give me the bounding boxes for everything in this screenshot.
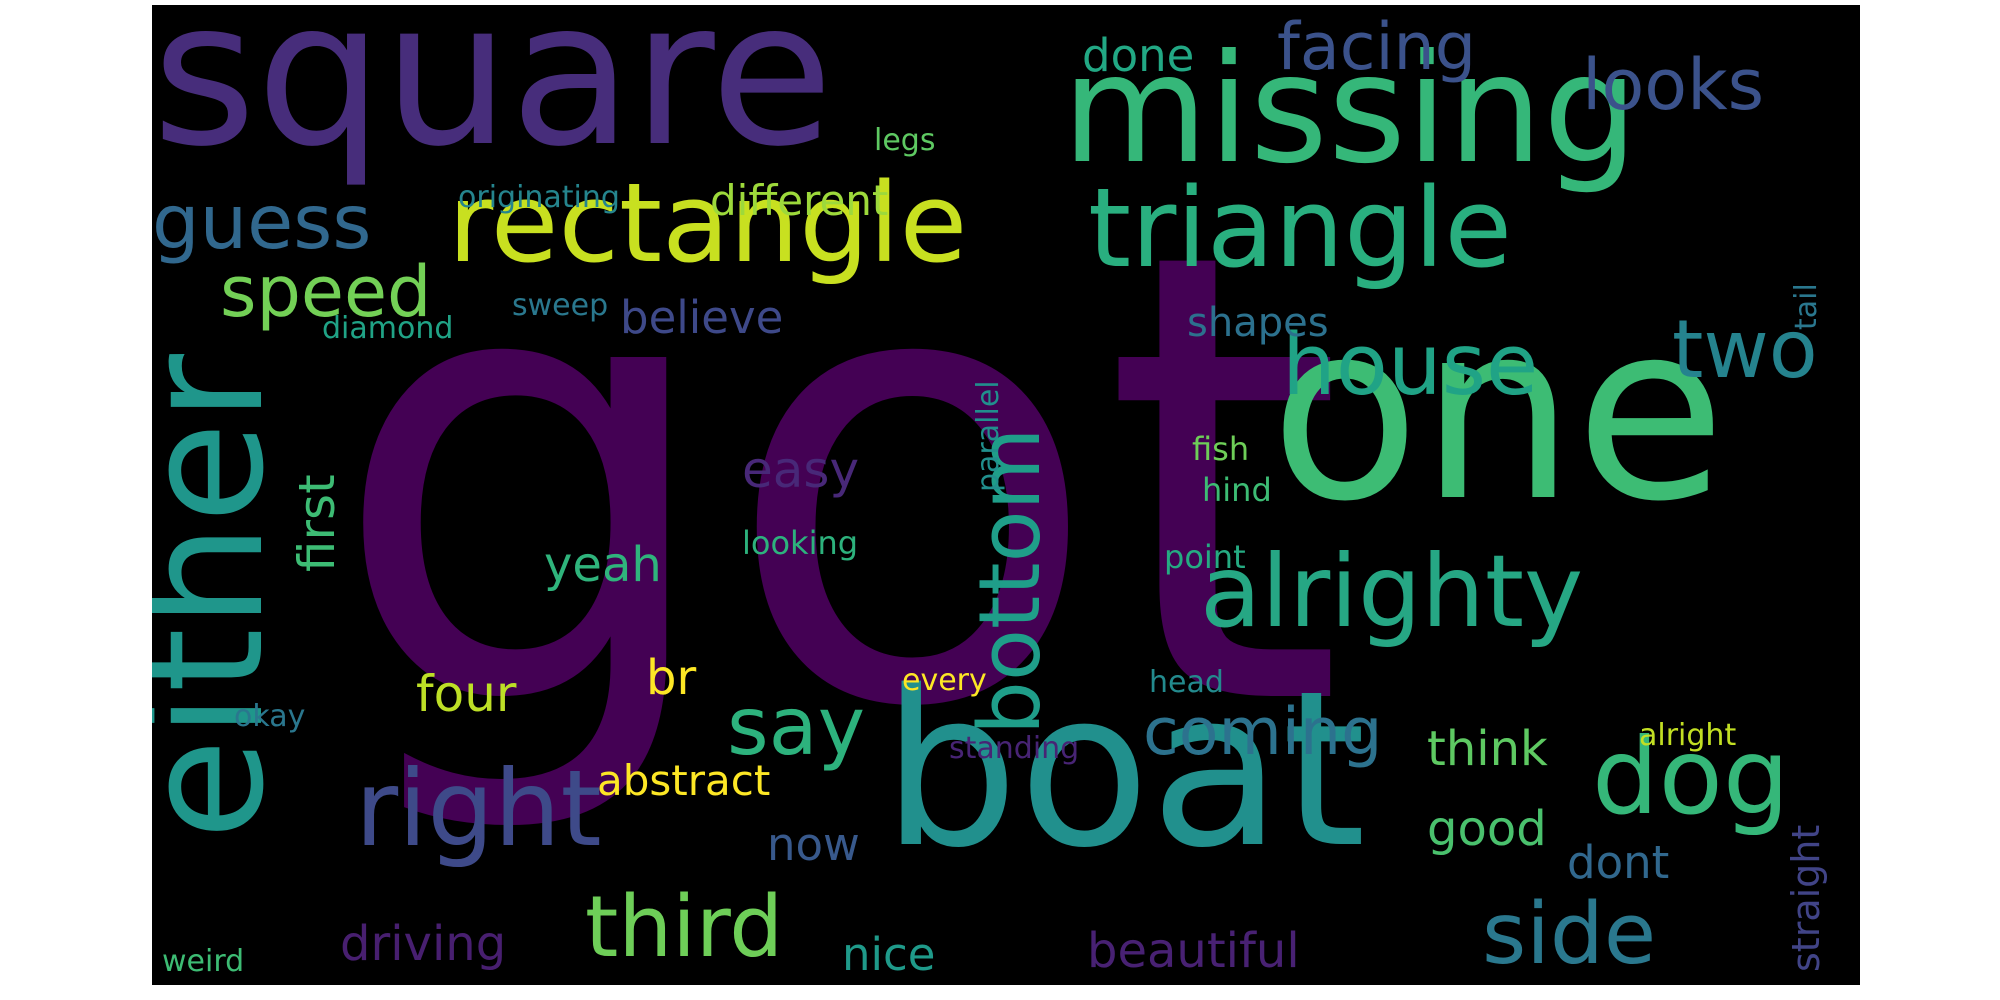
- word-shapes: shapes: [1187, 300, 1329, 346]
- word-tail: tail: [1789, 283, 1824, 330]
- word-legs: legs: [874, 123, 936, 158]
- word-right: right: [355, 748, 602, 870]
- word-looking: looking: [742, 524, 859, 562]
- word-got: got: [329, 122, 1345, 843]
- word-one: one: [1270, 270, 1726, 555]
- word-dog: dog: [1592, 716, 1790, 838]
- word-triangle: triangle: [1088, 164, 1513, 292]
- word-guess: guess: [152, 178, 372, 266]
- word-parallel: parallel: [971, 380, 1006, 492]
- word-third: third: [585, 878, 784, 977]
- word-br: br: [646, 650, 697, 706]
- word-alrighty: alrighty: [1200, 533, 1584, 650]
- word-house: house: [1282, 316, 1539, 415]
- word-weird: weird: [162, 944, 245, 979]
- word-okay: okay: [234, 699, 306, 734]
- word-boat: boat: [882, 644, 1367, 895]
- word-sweep: sweep: [512, 288, 609, 323]
- word-standing: standing: [949, 731, 1080, 766]
- word-first: first: [288, 474, 346, 572]
- word-originating: originating: [458, 180, 620, 215]
- word-believe: believe: [620, 291, 784, 344]
- word-yeah: yeah: [544, 537, 662, 593]
- word-rectangle: rectangle: [448, 159, 968, 287]
- word-good: good: [1427, 801, 1547, 857]
- word-now: now: [767, 818, 860, 871]
- word-facing: facing: [1277, 10, 1476, 85]
- word-alright: alright: [1639, 718, 1737, 753]
- word-straight: straight: [1784, 824, 1828, 972]
- word-point: point: [1164, 538, 1246, 576]
- word-side: side: [1482, 885, 1657, 984]
- word-different: different: [710, 176, 889, 225]
- word-hind: hind: [1202, 471, 1272, 509]
- word-say: say: [727, 680, 866, 773]
- word-either: either: [152, 354, 300, 840]
- word-two: two: [1672, 303, 1818, 396]
- word-think: think: [1427, 721, 1548, 777]
- word-beautiful: beautiful: [1087, 923, 1300, 979]
- word-speed: speed: [220, 251, 432, 333]
- word-missing: missing: [1062, 23, 1639, 197]
- word-dont: dont: [1567, 836, 1670, 889]
- word-abstract: abstract: [597, 756, 771, 805]
- word-easy: easy: [742, 441, 860, 499]
- word-looks: looks: [1582, 44, 1765, 126]
- word-cloud-canvas: got one boat square missing either recta…: [152, 5, 1860, 985]
- word-square: square: [152, 5, 834, 191]
- word-fish: fish: [1192, 430, 1250, 468]
- word-done: done: [1082, 29, 1195, 82]
- word-coming: coming: [1143, 695, 1383, 770]
- word-every: every: [902, 663, 987, 698]
- word-head: head: [1149, 665, 1224, 700]
- word-driving: driving: [340, 916, 507, 972]
- word-diamond: diamond: [322, 311, 454, 346]
- word-four: four: [416, 665, 517, 723]
- word-nice: nice: [842, 928, 936, 981]
